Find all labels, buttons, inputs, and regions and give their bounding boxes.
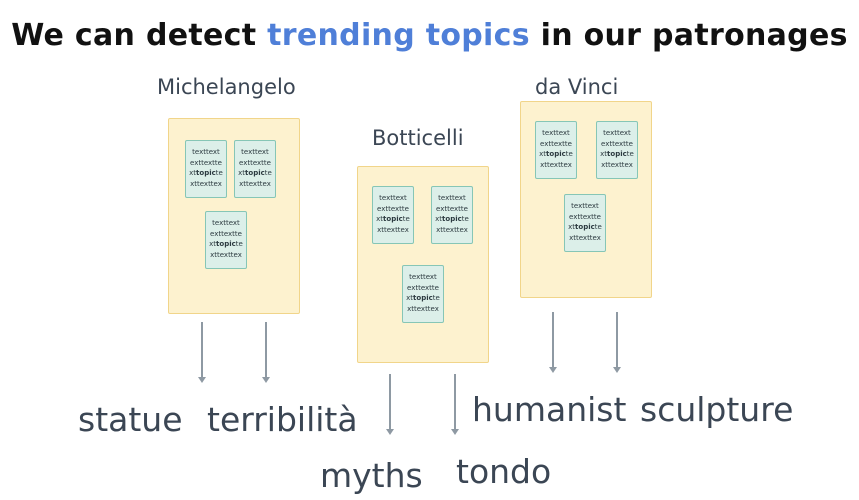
arrow: [386, 374, 394, 435]
group-label-michelangelo: Michelangelo: [157, 75, 296, 99]
patronage-box-michelangelo: texttext exttextte xttopicte xttexttex text…: [168, 118, 300, 314]
document: texttext exttextte xttopicte xttexttex: [372, 186, 414, 244]
topic-label-myths: myths: [320, 456, 423, 495]
document: texttext exttextte xttopicte xttexttex: [431, 186, 473, 244]
topic-label-sculpture: sculpture: [640, 390, 794, 429]
document: texttext exttextte xttopicte xttexttex: [564, 194, 606, 252]
title-prefix: We can detect: [11, 18, 268, 53]
arrow: [613, 312, 621, 373]
slide-title: We can detect trending topics in our pat…: [0, 18, 859, 53]
topic-label-terribilita: terribilità: [207, 400, 358, 439]
arrow: [451, 374, 459, 435]
group-label-da-vinci: da Vinci: [535, 75, 619, 99]
document: texttext exttextte xttopicte xttexttex: [234, 140, 276, 198]
topic-label-tondo: tondo: [456, 452, 552, 491]
document: texttext exttextte xttopicte xttexttex: [402, 265, 444, 323]
document: texttext exttextte xttopicte xttexttex: [535, 121, 577, 179]
patronage-box-da-vinci: texttext exttextte xttopicte xttexttex text…: [520, 101, 652, 298]
arrow: [262, 322, 270, 383]
arrow: [198, 322, 206, 383]
document: texttext exttextte xttopicte xttexttex: [205, 211, 247, 269]
group-label-botticelli: Botticelli: [372, 126, 464, 150]
arrow: [549, 312, 557, 373]
document: texttext exttextte xttopicte xttexttex: [185, 140, 227, 198]
patronage-box-botticelli: texttext exttextte xttopicte xttexttex text…: [357, 166, 489, 363]
title-suffix: in our patronages: [529, 18, 848, 53]
topic-label-statue: statue: [78, 400, 183, 439]
topic-label-humanist: humanist: [472, 390, 627, 429]
title-highlight: trending topics: [267, 18, 530, 53]
document: texttext exttextte xttopicte xttexttex: [596, 121, 638, 179]
